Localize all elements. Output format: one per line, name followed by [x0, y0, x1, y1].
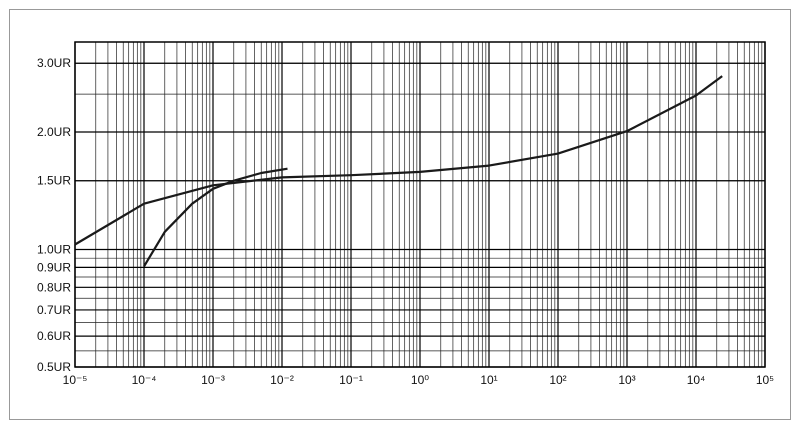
- y-tick-label: 1.0UR: [37, 242, 71, 256]
- x-tick-label: 10⁻²: [270, 373, 294, 387]
- x-tick-label: 10¹: [480, 373, 497, 387]
- curve: [74, 75, 723, 246]
- y-tick-label: 0.7UR: [37, 303, 71, 317]
- x-tick-label: 10⁰: [411, 373, 429, 387]
- plot-border: [74, 41, 766, 368]
- x-tick-label: 10⁴: [687, 373, 706, 387]
- frame: [9, 9, 791, 420]
- x-tick-label: 10⁻¹: [339, 373, 363, 387]
- y-tick-label: 1.5UR: [37, 174, 71, 188]
- y-tick-label: 3.0UR: [37, 56, 71, 70]
- y-tick-label: 0.9UR: [37, 260, 71, 274]
- x-tick-label: 10⁵: [756, 373, 774, 387]
- x-tick-label: 10²: [549, 373, 566, 387]
- y-tick-label: 2.0UR: [37, 125, 71, 139]
- x-tick-label: 10⁻⁴: [132, 373, 157, 387]
- x-tick-label: 10³: [618, 373, 635, 387]
- y-tick-label: 0.8UR: [37, 280, 71, 294]
- y-tick-label: 0.5UR: [37, 360, 71, 374]
- x-tick-label: 10⁻³: [201, 373, 225, 387]
- curve: [143, 167, 288, 267]
- x-tick-label: 10⁻⁵: [63, 373, 88, 387]
- y-tick-label: 0.6UR: [37, 329, 71, 343]
